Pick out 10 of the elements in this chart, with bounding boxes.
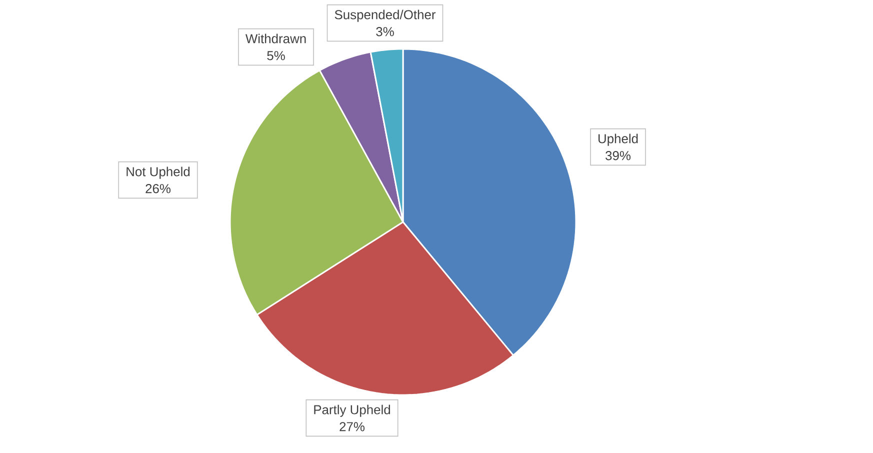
slice-label: Upheld <box>598 134 638 146</box>
slice-label: Not Upheld <box>126 166 190 179</box>
data-label: 26% <box>146 184 171 194</box>
slice-label: Suspended/Other <box>334 10 436 22</box>
data-label: 39% <box>606 151 631 160</box>
data-label: 5% <box>267 51 285 60</box>
slice-label: Partly Upheld <box>314 404 390 417</box>
data-label: 27% <box>340 422 365 432</box>
slice-label: Withdrawn <box>245 34 306 44</box>
data-label: 3% <box>376 27 394 36</box>
